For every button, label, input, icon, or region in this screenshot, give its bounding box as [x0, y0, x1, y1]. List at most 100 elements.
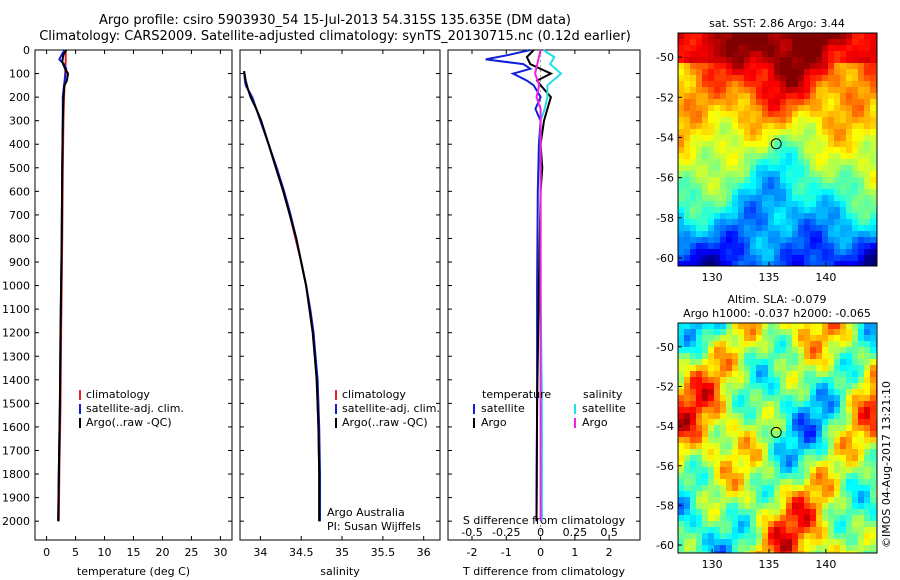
map-cell [822, 347, 828, 353]
map-cell [834, 171, 840, 177]
map-cell [804, 359, 810, 365]
map-cell [870, 159, 876, 165]
map-cell [816, 401, 822, 407]
map-cell [804, 33, 810, 39]
map-cell [738, 473, 744, 479]
map-cell [708, 207, 714, 213]
map-cell [786, 329, 792, 335]
map-cell [774, 165, 780, 171]
map-cell [828, 527, 834, 533]
map-cell [852, 449, 858, 455]
map-cell [720, 111, 726, 117]
map-cell [858, 57, 864, 63]
map-cell [774, 249, 780, 255]
map-cell [870, 377, 876, 383]
map-cell [732, 207, 738, 213]
map-cell [840, 491, 846, 497]
map-cell [762, 467, 768, 473]
map-cell [786, 237, 792, 243]
map-cell [798, 249, 804, 255]
map-cell [756, 129, 762, 135]
map-cell [768, 39, 774, 45]
map-cell [756, 183, 762, 189]
map-cell [792, 473, 798, 479]
map-cell [738, 237, 744, 243]
map-cell [786, 395, 792, 401]
map-cell [696, 521, 702, 527]
map-cell [738, 389, 744, 395]
map-cell [678, 347, 684, 353]
map-cell [786, 515, 792, 521]
map-cell [738, 467, 744, 473]
legend-title-temperature: temperature [482, 388, 551, 401]
map-cell [858, 75, 864, 81]
map-cell [810, 93, 816, 99]
map-cell [870, 231, 876, 237]
map-cell [834, 63, 840, 69]
map-cell [828, 377, 834, 383]
map-cell [828, 225, 834, 231]
map-cell [822, 395, 828, 401]
map-cell [870, 255, 876, 261]
map-frame-sla-map [677, 322, 878, 554]
map-cell [756, 491, 762, 497]
map-cell [738, 353, 744, 359]
map-cell [798, 39, 804, 45]
map-cell [756, 171, 762, 177]
map-cell [702, 329, 708, 335]
map-cell [738, 99, 744, 105]
map-cell [762, 533, 768, 539]
map-cell [696, 189, 702, 195]
map-cell [828, 111, 834, 117]
map-cell [750, 117, 756, 123]
map-cell [774, 335, 780, 341]
map-cell [780, 177, 786, 183]
map-cell [834, 153, 840, 159]
map-cell [816, 353, 822, 359]
map-cell [750, 383, 756, 389]
map-cell [744, 171, 750, 177]
map-cell [870, 371, 876, 377]
map-cell [678, 323, 684, 329]
map-cell [852, 389, 858, 395]
map-cell [714, 159, 720, 165]
map-cell [756, 413, 762, 419]
map-cell [738, 455, 744, 461]
map-cell [762, 485, 768, 491]
map-cell [804, 473, 810, 479]
map-cell [756, 207, 762, 213]
map-cell [804, 207, 810, 213]
ytick-label: 300 [9, 115, 30, 128]
map-cell [678, 63, 684, 69]
map-cell [774, 171, 780, 177]
map-cell [696, 87, 702, 93]
map-cell [738, 177, 744, 183]
map-cell [792, 353, 798, 359]
ytick-label: 1600 [2, 421, 30, 434]
map-cell [864, 39, 870, 45]
map-cell [828, 347, 834, 353]
map-cell [858, 177, 864, 183]
map-cell [708, 485, 714, 491]
map-cell [780, 341, 786, 347]
map-cell [690, 57, 696, 63]
map-cell [816, 497, 822, 503]
map-cell [840, 207, 846, 213]
map-cell [678, 159, 684, 165]
map-cell [726, 159, 732, 165]
legend-label: Argo [582, 416, 608, 429]
map-cell [840, 401, 846, 407]
map-cell [840, 237, 846, 243]
map-cell [870, 443, 876, 449]
map-cell [696, 473, 702, 479]
map-cell [684, 359, 690, 365]
map-cell [684, 69, 690, 75]
map-cell [816, 81, 822, 87]
top-tick-label: 0.25 [563, 526, 588, 539]
map-cell [858, 323, 864, 329]
map-cell [786, 371, 792, 377]
map-cell [696, 455, 702, 461]
map-cell [816, 425, 822, 431]
map-cell [840, 551, 846, 553]
map-cell [786, 425, 792, 431]
